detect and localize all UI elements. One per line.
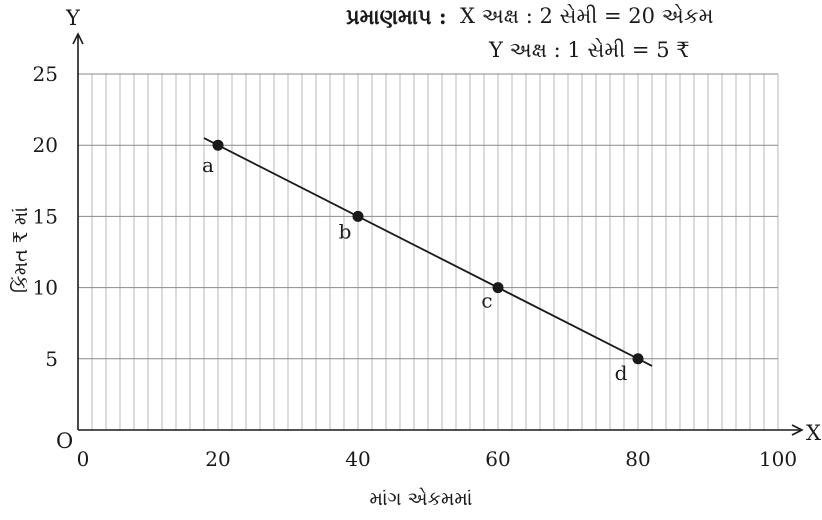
demand-line (203, 137, 653, 367)
scale-title: પ્રમાણમાપ : (346, 4, 447, 29)
data-point (212, 139, 224, 151)
data-point (632, 353, 644, 365)
x-axis-label: માંગ એકમમાં (370, 488, 473, 510)
scale-y-line: Y અક્ષ : 1 સેમી = 5 ₹ (489, 38, 690, 62)
x-tick-label: 20 (205, 447, 230, 471)
data-point (352, 210, 364, 222)
axes: X Y O (56, 6, 821, 453)
y-tick-label: 15 (33, 204, 58, 228)
tick-labels: 0 20 40 60 80 100 5 10 15 20 25 (33, 62, 798, 471)
x-tick-label: 40 (345, 447, 370, 471)
point-label: b (339, 219, 352, 243)
data-point (492, 282, 504, 294)
x-tick-label: 0 (77, 447, 90, 471)
grid (78, 73, 779, 430)
point-label: d (615, 361, 628, 385)
x-tick-label: 60 (485, 447, 510, 471)
y-axis-letter: Y (65, 6, 81, 30)
point-label: a (202, 153, 214, 177)
y-tick-label: 20 (33, 133, 58, 157)
y-axis-arrow (72, 32, 84, 45)
series: a b c d (202, 137, 653, 385)
y-tick-label: 10 (33, 276, 58, 300)
y-axis-label: કિંમત ₹ માં (10, 207, 32, 293)
point-label: c (481, 289, 492, 313)
x-axis-letter: X (806, 421, 821, 445)
scale-x-line: X અક્ષ : 2 સેમી = 20 એકમ (460, 4, 714, 28)
x-axis-arrow (791, 424, 804, 436)
y-tick-label: 5 (45, 347, 58, 371)
x-tick-label: 100 (759, 447, 797, 471)
x-tick-label: 80 (625, 447, 650, 471)
y-tick-label: 25 (33, 62, 58, 86)
origin-label: O (56, 429, 73, 453)
